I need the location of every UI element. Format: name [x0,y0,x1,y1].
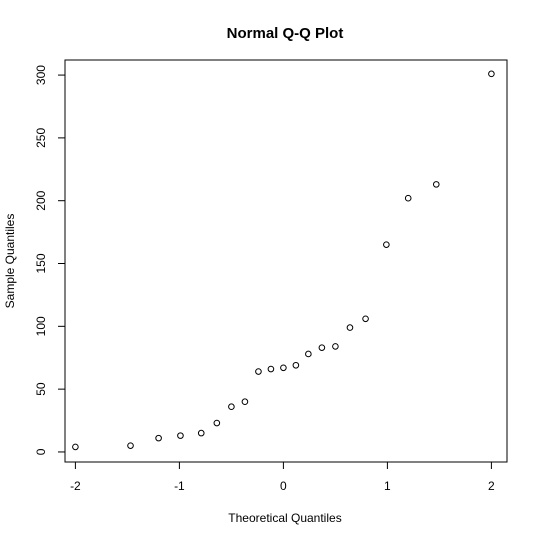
data-point [332,343,339,350]
y-tick-label: 0 [34,448,48,455]
data-point [127,442,134,449]
x-axis: -2 -1 0 1 2 [70,461,495,493]
data-point [404,194,412,202]
x-axis-label: Theoretical Quantiles [228,511,341,525]
data-point [432,181,440,188]
plot-frame [64,59,508,463]
x-tick-label: -1 [174,479,185,493]
data-point [488,70,495,78]
data-point [305,350,312,358]
y-tick-label: 200 [34,190,48,210]
data-point [155,434,162,442]
data-point [255,368,262,375]
data-point [362,315,369,323]
x-tick-label: -2 [70,479,81,493]
data-point [267,365,275,373]
data-point [241,398,249,406]
y-tick-label: 50 [34,382,48,396]
data-point [197,429,205,437]
data-point [228,403,235,411]
y-tick-label: 250 [34,128,48,148]
y-tick-label: 300 [34,65,48,85]
data-point [72,443,79,451]
data-point [318,344,326,351]
y-axis: 0 50 100 150 200 250 300 [34,65,66,455]
data-point [292,361,300,369]
y-axis-label: Sample Quantiles [3,214,17,309]
data-points [72,70,495,451]
x-tick-label: 2 [488,479,495,493]
data-point [177,432,184,439]
x-tick-label: 0 [280,479,287,493]
x-tick-label: 1 [384,479,391,493]
data-point [383,241,390,248]
y-tick-label: 150 [34,253,48,273]
data-point [280,364,287,372]
data-point [346,324,354,331]
y-tick-label: 100 [34,316,48,336]
chart-title: Normal Q-Q Plot [227,25,344,42]
data-point [213,419,221,427]
